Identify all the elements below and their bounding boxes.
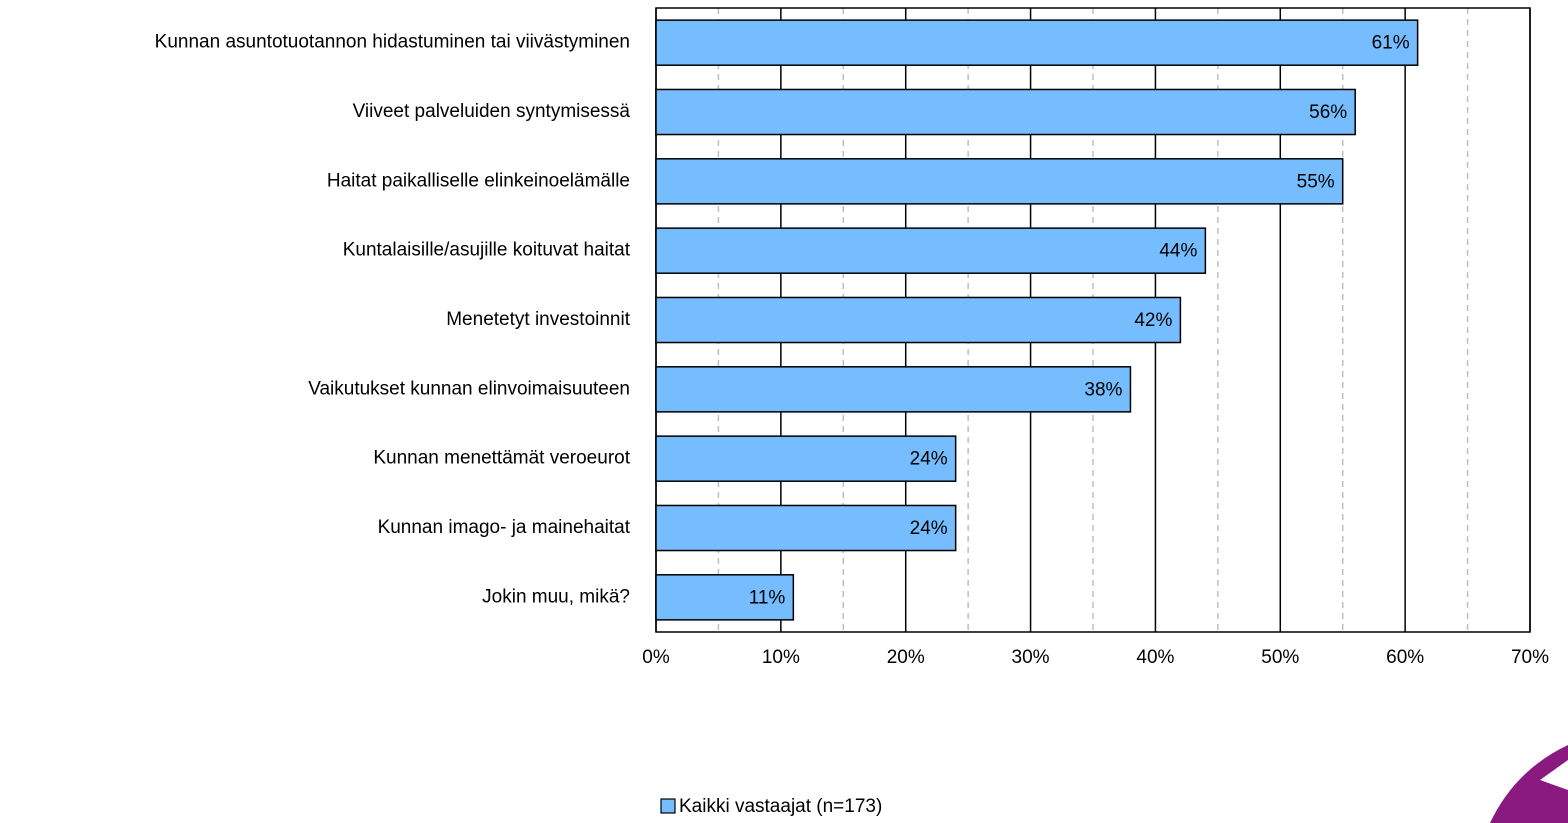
y-tick-label: Kunnan asuntotuotannon hidastuminen tai … — [155, 32, 630, 53]
x-tick-label: 10% — [762, 647, 800, 668]
data-label: 55% — [1297, 171, 1335, 192]
logo — [1490, 745, 1568, 823]
y-tick-label: Haitat paikalliselle elinkeinoelämälle — [327, 170, 630, 191]
bar — [655, 296, 1182, 344]
data-label: 44% — [1159, 241, 1197, 262]
bar — [655, 574, 795, 621]
bar — [655, 158, 1344, 205]
legend-swatch — [660, 798, 676, 814]
bar — [655, 504, 957, 552]
x-tick-label: 40% — [1136, 647, 1174, 668]
data-label: 11% — [749, 587, 786, 608]
bar — [655, 227, 1207, 274]
data-label: 42% — [1134, 310, 1172, 331]
data-label: 56% — [1309, 102, 1347, 123]
data-label: 61% — [1372, 33, 1410, 54]
y-tick-label: Viiveet palveluiden syntymisessä — [353, 101, 631, 122]
legend-label: Kaikki vastaajat (n=173) — [679, 796, 882, 817]
x-tick-label: 20% — [887, 647, 925, 668]
data-label: 24% — [910, 518, 948, 539]
y-tick-label: Kunnan imago- ja mainehaitat — [378, 517, 631, 538]
x-tick-label: 70% — [1511, 647, 1549, 668]
y-tick-label: Kuntalaisille/asujille koituvat haitat — [343, 240, 631, 261]
y-tick-label: Jokin muu, mikä? — [482, 586, 630, 607]
bar — [655, 19, 1419, 66]
y-tick-label: Vaikutukset kunnan elinvoimaisuuteen — [308, 378, 630, 399]
y-tick-label: Kunnan menettämät veroeurot — [373, 448, 630, 469]
data-label: 38% — [1084, 379, 1122, 400]
logo-cut — [1540, 760, 1568, 790]
x-tick-label: 60% — [1386, 647, 1424, 668]
x-tick-label: 30% — [1012, 647, 1050, 668]
data-label: 24% — [910, 449, 948, 470]
logo-shape — [1490, 745, 1568, 823]
bar — [655, 435, 957, 482]
y-tick-label: Menetetyt investoinnit — [446, 309, 630, 330]
x-tick-label: 0% — [642, 647, 670, 668]
bar — [655, 366, 1132, 413]
x-tick-label: 50% — [1261, 647, 1299, 668]
bar — [655, 88, 1356, 136]
